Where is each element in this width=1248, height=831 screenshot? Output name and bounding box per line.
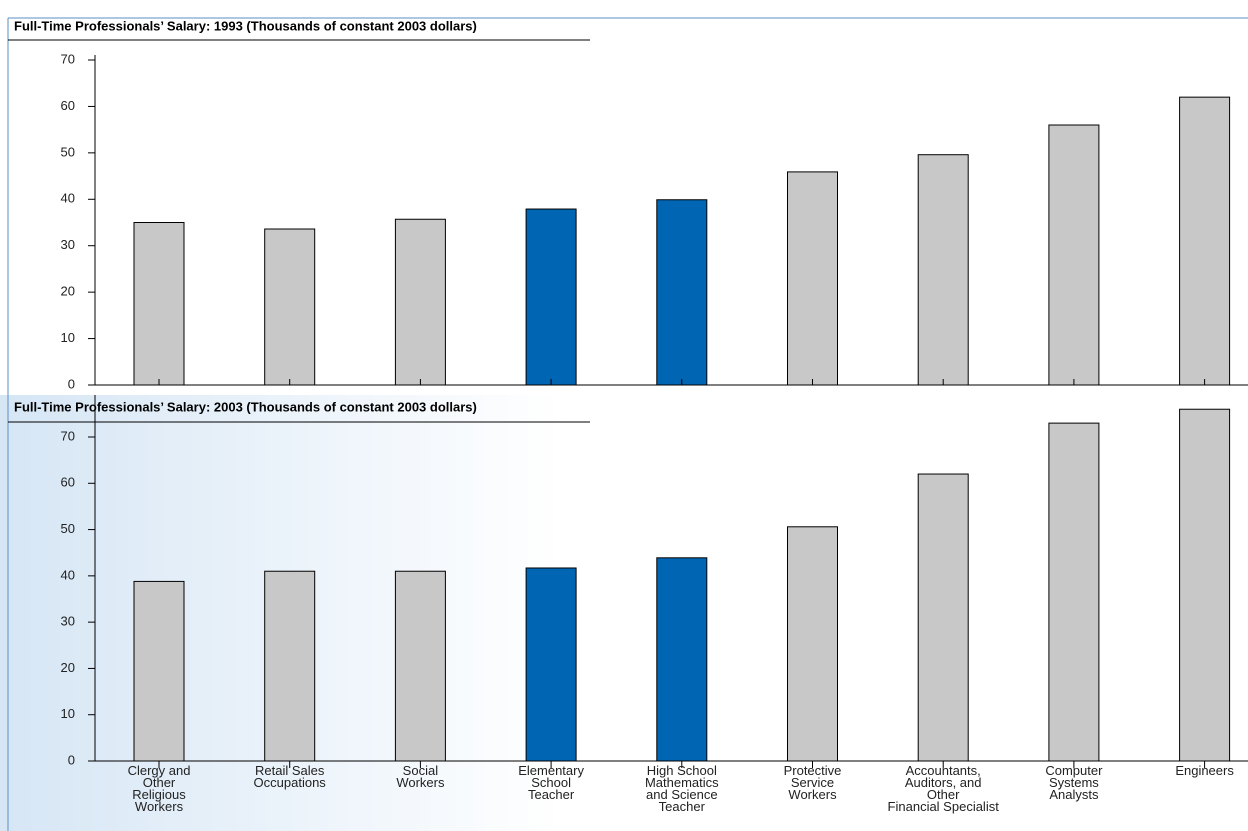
bar xyxy=(525,208,577,386)
y-tick-label: 60 xyxy=(61,475,75,490)
x-tick-label: Engineers xyxy=(1175,763,1234,778)
bar xyxy=(787,171,838,386)
x-tick-label: High School Mathematics and Science Teac… xyxy=(644,763,719,814)
x-tick-label: Clergy and Other Religious Workers xyxy=(127,763,191,814)
chart-title: Full-Time Professionals’ Salary: 2003 (T… xyxy=(14,399,477,414)
bar xyxy=(525,567,577,762)
bar xyxy=(394,218,446,386)
y-tick-label: 40 xyxy=(61,567,75,582)
y-tick-label: 0 xyxy=(68,376,75,391)
x-tick-label: Accountants, Auditors, and Other Financi… xyxy=(887,763,999,814)
y-tick-label: 0 xyxy=(68,752,75,767)
y-tick-label: 10 xyxy=(61,330,75,345)
y-tick-label: 60 xyxy=(61,98,75,113)
y-tick-label: 50 xyxy=(61,144,75,159)
bar xyxy=(394,570,446,762)
y-tick-label: 50 xyxy=(61,521,75,536)
bar xyxy=(787,526,838,762)
x-tick-label: Computer Systems Analysts xyxy=(1045,763,1103,802)
bar xyxy=(1179,96,1231,386)
x-tick-label: Protective Service Workers xyxy=(783,763,842,802)
bar xyxy=(133,222,185,386)
y-tick-label: 30 xyxy=(61,237,75,252)
bar xyxy=(656,557,708,762)
y-tick-label: 70 xyxy=(61,51,75,66)
bar xyxy=(264,570,316,762)
y-tick-label: 20 xyxy=(61,284,75,299)
y-tick-label: 40 xyxy=(61,191,75,206)
lower-background xyxy=(0,395,1248,831)
x-tick-label: Retail Sales Occupations xyxy=(253,763,326,790)
bar xyxy=(1048,422,1100,762)
bar xyxy=(917,154,969,386)
y-tick-label: 10 xyxy=(61,706,75,721)
y-tick-label: 70 xyxy=(61,428,75,443)
bar xyxy=(1179,408,1231,762)
bar xyxy=(133,580,185,762)
y-tick-label: 30 xyxy=(61,614,75,629)
bar xyxy=(656,199,708,386)
y-tick-label: 20 xyxy=(61,660,75,675)
x-tick-label: Elementary School Teacher xyxy=(518,763,584,802)
x-tick-label: Social Workers xyxy=(396,763,445,790)
bar xyxy=(1048,124,1100,386)
chart-title: Full-Time Professionals’ Salary: 1993 (T… xyxy=(14,18,477,33)
bar xyxy=(917,473,969,762)
bar xyxy=(264,228,316,386)
